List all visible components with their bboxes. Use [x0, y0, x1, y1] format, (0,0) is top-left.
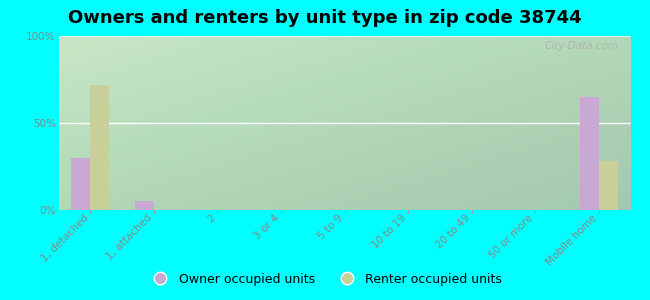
Bar [580, 97, 599, 210]
Text: City-Data.com: City-Data.com [545, 41, 619, 51]
Bar [72, 158, 90, 210]
Text: Owners and renters by unit type in zip code 38744: Owners and renters by unit type in zip c… [68, 9, 582, 27]
Bar [599, 161, 617, 210]
Bar [135, 201, 154, 210]
Legend: Owner occupied units, Renter occupied units: Owner occupied units, Renter occupied un… [143, 268, 507, 291]
Bar [90, 85, 109, 210]
